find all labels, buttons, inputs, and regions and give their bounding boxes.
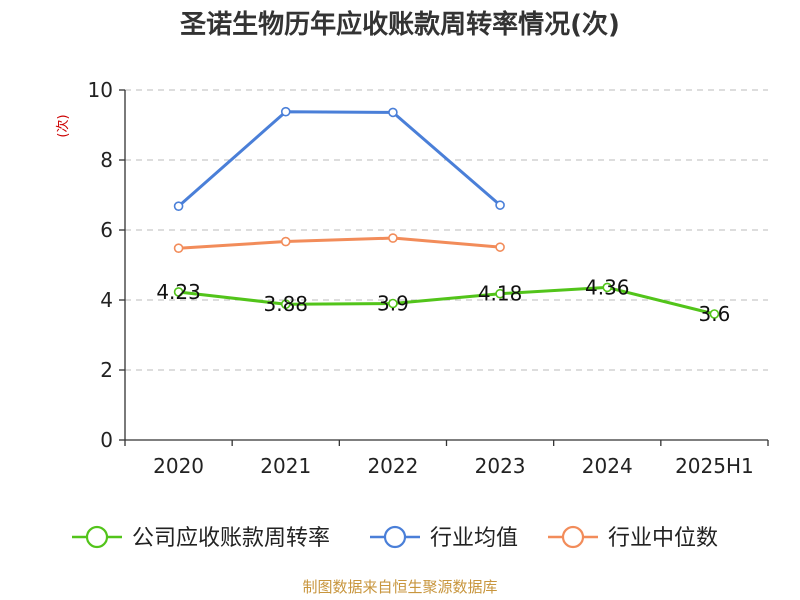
x-tick-label: 2020 xyxy=(153,454,204,478)
series-lines xyxy=(173,106,720,319)
data-label: 3.88 xyxy=(263,292,308,316)
data-label: 4.18 xyxy=(478,282,523,306)
x-tick-label: 2024 xyxy=(582,454,633,478)
legend-marker xyxy=(561,525,585,549)
data-point xyxy=(495,200,505,210)
axes: 0 2 4 6 8 10 2020 2021 2022 2023 2024 2025H1 xyxy=(88,78,769,478)
data-point xyxy=(280,236,291,247)
data-point xyxy=(602,282,613,293)
x-tick-label: 2023 xyxy=(475,454,526,478)
y-tick-label: 6 xyxy=(100,218,113,242)
x-tick-label: 2021 xyxy=(260,454,311,478)
data-point xyxy=(388,298,398,309)
legend-marker xyxy=(85,525,109,549)
y-tick-label: 0 xyxy=(100,428,113,452)
data-label: 4.23 xyxy=(156,280,201,304)
data-point xyxy=(495,288,505,299)
data-point xyxy=(388,233,398,243)
source-note: 制图数据来自恒生聚源数据库 xyxy=(302,578,497,596)
data-point xyxy=(388,107,398,118)
chart-title: 圣诺生物历年应收账款周转率情况(次) xyxy=(180,9,620,40)
legend: 公司应收账款周转率 行业均值 行业中位数 xyxy=(72,525,718,551)
legend-label: 行业中位数 xyxy=(608,526,718,551)
data-labels: 4.23 3.88 3.9 4.18 4.36 3.6 xyxy=(156,275,730,326)
series-line xyxy=(178,236,501,250)
y-tick-label: 10 xyxy=(88,78,113,102)
legend-marker xyxy=(383,525,407,549)
grid xyxy=(125,89,768,371)
x-tick-label: 2025H1 xyxy=(675,454,754,478)
legend-label: 行业均值 xyxy=(430,526,518,551)
data-point xyxy=(173,287,184,297)
data-point xyxy=(495,242,505,252)
y-tick-label: 8 xyxy=(100,148,113,172)
data-point xyxy=(709,309,720,319)
data-label: 3.9 xyxy=(377,292,409,316)
data-label: 3.6 xyxy=(699,302,731,326)
data-point xyxy=(280,106,291,117)
y-tick-label: 4 xyxy=(100,288,113,312)
data-point xyxy=(173,243,184,253)
data-label: 4.36 xyxy=(585,275,630,299)
series-line xyxy=(177,110,502,208)
data-point xyxy=(280,299,291,310)
x-tick-label: 2022 xyxy=(367,454,418,478)
legend-label: 公司应收账款周转率 xyxy=(132,526,330,551)
series-line xyxy=(178,285,715,316)
y-tick-label: 2 xyxy=(100,358,113,382)
data-point xyxy=(173,201,184,211)
y-axis-label: (次) xyxy=(55,114,71,137)
